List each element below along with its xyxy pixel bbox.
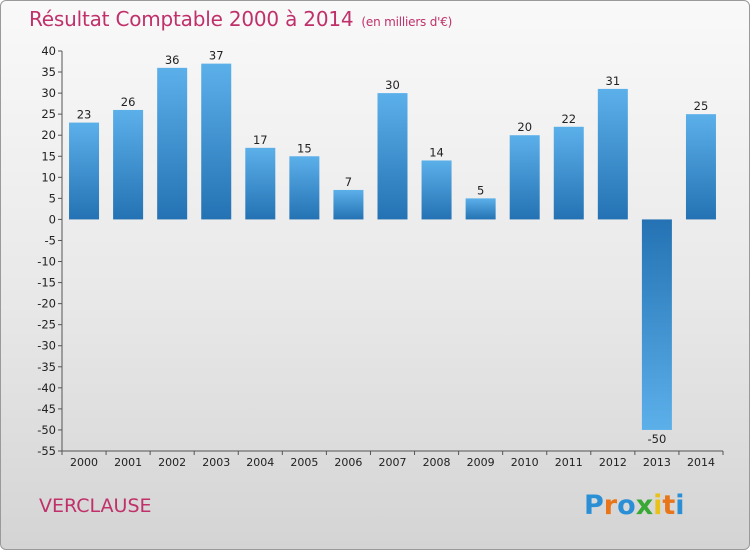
- data-label: 15: [297, 141, 312, 155]
- data-label: 5: [477, 183, 484, 197]
- x-tick-label: 2000: [70, 456, 98, 469]
- y-tick-label: 35: [41, 65, 56, 79]
- x-tick-label: 2002: [158, 456, 186, 469]
- bar: [201, 63, 232, 220]
- x-tick-label: 2001: [114, 456, 142, 469]
- y-tick-label: -25: [37, 318, 56, 332]
- data-label: 31: [606, 74, 621, 88]
- y-tick-label: 5: [49, 191, 56, 205]
- y-tick-label: 25: [41, 107, 56, 121]
- x-tick-label: 2009: [467, 456, 495, 469]
- data-label: 20: [517, 120, 532, 134]
- data-label: 25: [694, 99, 709, 113]
- y-tick-label: 30: [41, 86, 56, 100]
- y-tick-label: 20: [41, 128, 56, 142]
- bar: [641, 219, 672, 430]
- logo-letter: o: [617, 490, 636, 521]
- data-label: 7: [345, 175, 352, 189]
- x-tick-label: 2004: [246, 456, 274, 469]
- proxiti-logo[interactable]: Proxiti: [584, 490, 685, 521]
- logo-letter: i: [675, 490, 685, 521]
- x-tick-label: 2008: [423, 456, 451, 469]
- y-tick-label: 40: [41, 44, 56, 58]
- logo-letter: t: [662, 490, 676, 521]
- y-tick-label: 0: [49, 212, 56, 226]
- x-tick-label: 2014: [687, 456, 715, 469]
- bar: [509, 135, 540, 220]
- data-label: 37: [209, 49, 224, 63]
- bar: [465, 198, 496, 220]
- bar: [377, 93, 408, 220]
- bar: [597, 88, 628, 220]
- bar: [289, 156, 320, 220]
- chart-title-text: Résultat Comptable 2000 à 2014: [29, 7, 354, 31]
- logo-letter: x: [635, 490, 654, 521]
- data-label: 17: [253, 133, 268, 147]
- y-tick-label: 15: [41, 149, 56, 163]
- y-tick-label: -50: [37, 423, 56, 437]
- logo-letter: P: [584, 490, 604, 521]
- y-tick-label: -45: [37, 402, 56, 416]
- unit-note: (en milliers d'€): [361, 15, 453, 29]
- bar: [245, 147, 276, 220]
- x-tick-label: 2012: [599, 456, 627, 469]
- data-label: -50: [648, 432, 667, 446]
- bar: [157, 67, 188, 220]
- data-label: 30: [385, 78, 400, 92]
- data-label: 26: [121, 95, 136, 109]
- y-tick-label: 10: [41, 170, 56, 184]
- y-tick-label: -35: [37, 360, 56, 374]
- data-label: 14: [429, 145, 444, 159]
- bar: [553, 126, 584, 220]
- data-label: 36: [165, 53, 180, 67]
- logo-letter: r: [603, 490, 618, 521]
- x-tick-label: 2006: [334, 456, 362, 469]
- x-tick-label: 2013: [643, 456, 671, 469]
- chart-title: Résultat Comptable 2000 à 2014 (en millie…: [29, 7, 452, 31]
- x-tick-label: 2007: [379, 456, 407, 469]
- y-tick-label: -15: [37, 276, 56, 290]
- bar: [421, 160, 452, 220]
- y-tick-label: -30: [37, 339, 56, 353]
- y-tick-label: -20: [37, 297, 56, 311]
- bar: [69, 122, 100, 220]
- x-tick-label: 2010: [511, 456, 539, 469]
- x-tick-label: 2003: [202, 456, 230, 469]
- x-tick-label: 2011: [555, 456, 583, 469]
- x-tick-label: 2005: [290, 456, 318, 469]
- y-tick-label: -55: [37, 444, 56, 458]
- y-tick-label: -10: [37, 255, 56, 269]
- logo-letter: i: [653, 490, 663, 521]
- data-label: 22: [561, 112, 576, 126]
- commune-name: VERCLAUSE: [39, 495, 152, 517]
- data-label: 23: [77, 108, 92, 122]
- y-tick-label: -5: [45, 233, 56, 247]
- bar: [113, 109, 144, 220]
- bar: [333, 189, 364, 220]
- y-tick-label: -40: [37, 381, 56, 395]
- bar: [685, 114, 716, 220]
